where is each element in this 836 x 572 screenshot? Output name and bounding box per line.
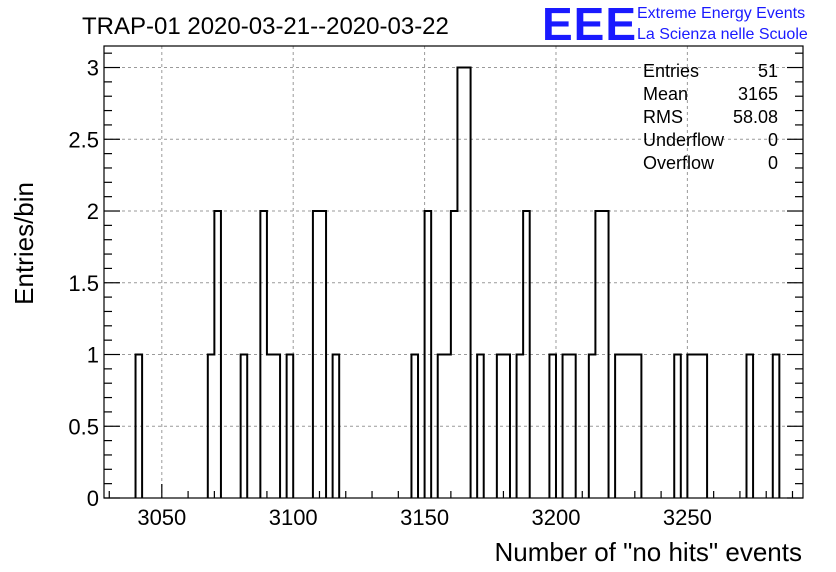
y-tick-label: 1.5: [68, 271, 99, 296]
logo-line-2: La Scienza nelle Scuole: [637, 26, 808, 43]
y-tick-label: 0: [87, 486, 99, 511]
chart-title: TRAP-01 2020-03-21--2020-03-22: [82, 13, 449, 40]
y-tick-label: 1: [87, 343, 99, 368]
x-axis: 3050 3100 3150 3200 3250: [108, 484, 794, 530]
y-tick-label: 3: [87, 56, 99, 81]
stats-value: 3165: [738, 84, 778, 104]
stats-label: Mean: [643, 84, 688, 104]
y-tick-label: 0.5: [68, 414, 99, 439]
y-axis: 0 0.5 1 1.5 2 2.5 3: [68, 52, 803, 511]
y-axis-title: Entries/bin: [9, 182, 39, 305]
x-tick-label: 3200: [532, 505, 581, 530]
logo-line-1: Extreme Energy Events: [637, 5, 805, 22]
x-tick-label: 3100: [269, 505, 318, 530]
logo-mark: EEE: [542, 0, 637, 50]
stats-label: Overflow: [643, 153, 715, 173]
x-tick-label: 3150: [400, 505, 449, 530]
x-axis-title: Number of "no hits" events: [495, 537, 803, 567]
y-tick-label: 2.5: [68, 127, 99, 152]
histogram-outline: [134, 66, 781, 498]
x-tick-label: 3050: [137, 505, 186, 530]
stats-box: Entries 51 Mean 3165 RMS 58.08 Underflow 0 Overf…: [643, 61, 778, 173]
stats-label: RMS: [643, 107, 683, 127]
stats-label: Underflow: [643, 130, 725, 150]
stats-value: 0: [768, 130, 778, 150]
stats-value: 0: [768, 153, 778, 173]
x-tick-label: 3250: [663, 505, 712, 530]
stats-label: Entries: [643, 61, 699, 81]
plot-frame: [103, 45, 804, 499]
stats-value: 58.08: [733, 107, 778, 127]
grid: [104, 46, 803, 498]
y-tick-label: 2: [87, 199, 99, 224]
eee-logo: EEE Extreme Energy Events La Scienza nel…: [542, 0, 808, 50]
stats-value: 51: [758, 61, 778, 81]
